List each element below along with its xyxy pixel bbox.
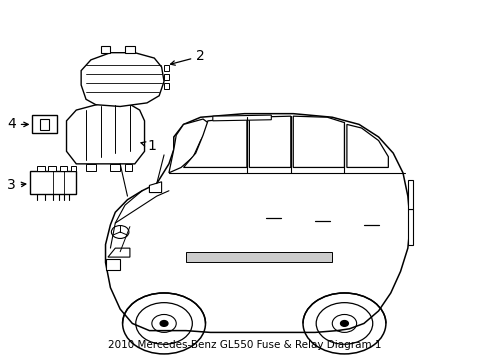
Text: 2010 Mercedes-Benz GL550 Fuse & Relay Diagram 1: 2010 Mercedes-Benz GL550 Fuse & Relay Di… bbox=[107, 340, 381, 350]
Polygon shape bbox=[185, 252, 331, 262]
Polygon shape bbox=[163, 74, 168, 80]
Text: 2: 2 bbox=[170, 49, 204, 65]
Polygon shape bbox=[168, 119, 210, 173]
Text: 3: 3 bbox=[7, 178, 26, 192]
Polygon shape bbox=[48, 166, 56, 171]
Polygon shape bbox=[105, 259, 120, 270]
Polygon shape bbox=[249, 116, 290, 167]
Polygon shape bbox=[346, 125, 387, 167]
Polygon shape bbox=[71, 166, 76, 171]
Polygon shape bbox=[163, 65, 168, 71]
Polygon shape bbox=[30, 171, 76, 194]
Text: 1: 1 bbox=[141, 139, 156, 153]
Circle shape bbox=[340, 320, 347, 326]
Polygon shape bbox=[110, 164, 120, 171]
Polygon shape bbox=[37, 166, 44, 171]
Polygon shape bbox=[407, 180, 412, 209]
Polygon shape bbox=[183, 117, 246, 167]
Polygon shape bbox=[407, 209, 412, 244]
Polygon shape bbox=[40, 119, 49, 130]
Polygon shape bbox=[125, 45, 135, 53]
Polygon shape bbox=[149, 182, 161, 193]
Polygon shape bbox=[293, 116, 344, 167]
Polygon shape bbox=[212, 115, 271, 121]
Polygon shape bbox=[86, 164, 96, 171]
Polygon shape bbox=[108, 248, 130, 257]
Polygon shape bbox=[32, 116, 57, 134]
Polygon shape bbox=[163, 83, 168, 89]
Polygon shape bbox=[60, 166, 67, 171]
Polygon shape bbox=[125, 164, 132, 171]
Polygon shape bbox=[66, 103, 144, 164]
Polygon shape bbox=[81, 53, 163, 107]
Polygon shape bbox=[105, 114, 409, 332]
Text: 4: 4 bbox=[7, 117, 28, 131]
Circle shape bbox=[160, 320, 167, 326]
Polygon shape bbox=[101, 45, 110, 53]
